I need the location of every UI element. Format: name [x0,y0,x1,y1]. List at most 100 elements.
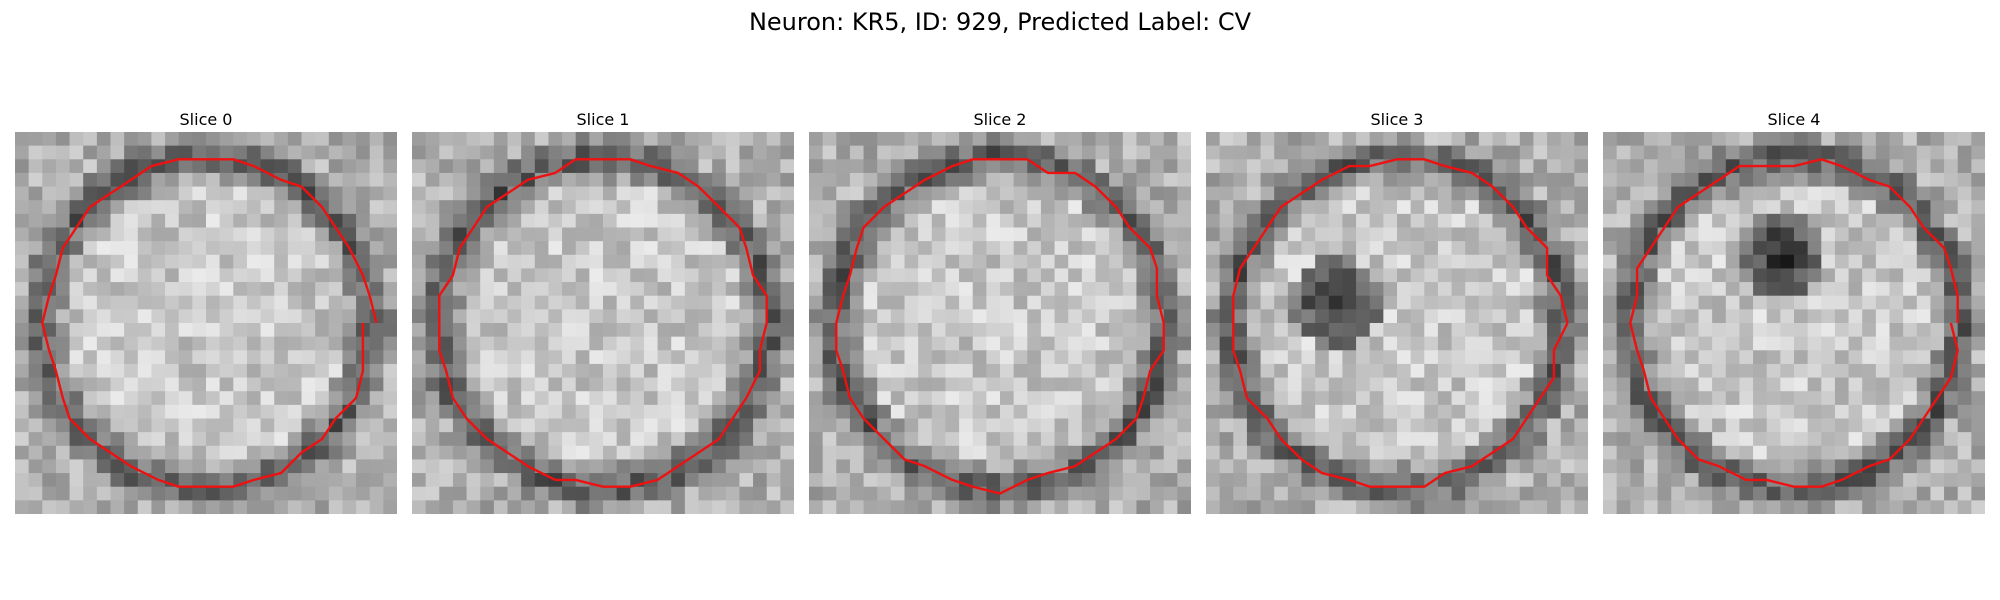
image-pixel [766,309,781,324]
image-pixel [1233,227,1248,242]
image-pixel [151,418,166,433]
image-pixel [521,418,536,433]
image-pixel [1356,336,1371,351]
image-pixel [780,295,794,310]
image-pixel [356,500,371,514]
image-pixel [1068,500,1083,514]
image-pixel [822,172,837,188]
image-pixel [1492,295,1507,310]
image-pixel [151,350,166,365]
image-pixel [877,445,892,461]
image-pixel [562,323,577,338]
image-pixel [1944,145,1959,160]
image-pixel [233,323,248,338]
image-pixel [1519,241,1535,256]
image-pixel [1451,473,1466,488]
image-pixel [1095,227,1110,242]
image-pixel [425,268,440,283]
image-pixel [1862,309,1877,324]
image-pixel [1739,363,1754,379]
image-pixel [931,459,947,474]
image-pixel [1451,336,1466,351]
image-pixel [110,132,125,147]
image-pixel [246,486,262,501]
image-pixel [1287,363,1303,379]
image-pixel [849,159,865,174]
image-pixel [725,432,741,447]
image-pixel [1671,473,1686,488]
image-pixel [945,445,960,461]
image-pixel [315,186,330,201]
image-pixel [1889,159,1904,174]
image-pixel [1342,404,1357,420]
image-pixel [507,282,522,297]
image-pixel [1603,391,1618,406]
image-pixel [753,227,768,242]
image-pixel [137,268,153,283]
image-pixel [836,418,851,433]
image-pixel [603,227,618,242]
image-pixel [1506,132,1521,147]
image-pixel [328,323,344,338]
image-pixel [780,159,794,174]
image-pixel [1574,377,1588,392]
image-pixel [1780,418,1795,433]
image-pixel [1478,336,1494,351]
image-pixel [1315,186,1330,201]
image-pixel [1040,186,1056,201]
image-pixel [246,295,262,310]
image-pixel [1013,336,1028,351]
image-pixel [1177,473,1191,488]
image-pixel [1177,241,1191,256]
image-pixel [466,473,481,488]
image-pixel [1301,172,1316,188]
image-pixel [178,336,193,351]
image-pixel [1437,336,1453,351]
image-pixel [383,377,397,392]
image-pixel [1342,363,1357,379]
image-pixel [219,336,234,351]
image-pixel [1315,282,1330,297]
image-pixel [1971,159,1985,174]
image-pixel [753,159,768,174]
image-pixel [466,350,481,365]
image-pixel [42,473,57,488]
image-pixel [603,432,618,447]
image-pixel [753,500,768,514]
image-pixel [630,145,645,160]
image-pixel [1698,486,1713,501]
image-pixel [178,391,193,406]
image-pixel [1397,500,1412,514]
image-pixel [822,268,837,283]
image-pixel [151,445,166,461]
image-pixel [1383,445,1398,461]
image-pixel [1903,323,1918,338]
image-pixel [1547,486,1562,501]
image-pixel [1821,377,1836,392]
image-pixel [521,268,536,283]
image-pixel [1875,391,1891,406]
image-pixel [931,473,947,488]
image-pixel [877,377,892,392]
image-pixel [83,363,98,379]
image-pixel [575,295,590,310]
image-pixel [69,459,84,474]
image-pixel [383,336,397,351]
image-pixel [1383,323,1398,338]
image-pixel [301,432,316,447]
image-pixel [342,159,357,174]
image-pixel [1040,268,1056,283]
image-pixel [287,241,303,256]
image-pixel [809,336,824,351]
image-pixel [1206,200,1221,215]
image-pixel [1643,432,1659,447]
image-pixel [1574,282,1588,297]
image-pixel [1095,309,1110,324]
image-pixel [178,213,193,229]
image-pixel [766,200,781,215]
image-pixel [1465,350,1480,365]
image-pixel [1122,377,1138,392]
image-pixel [959,132,974,147]
image-pixel [1150,404,1165,420]
image-pixel [809,350,824,365]
